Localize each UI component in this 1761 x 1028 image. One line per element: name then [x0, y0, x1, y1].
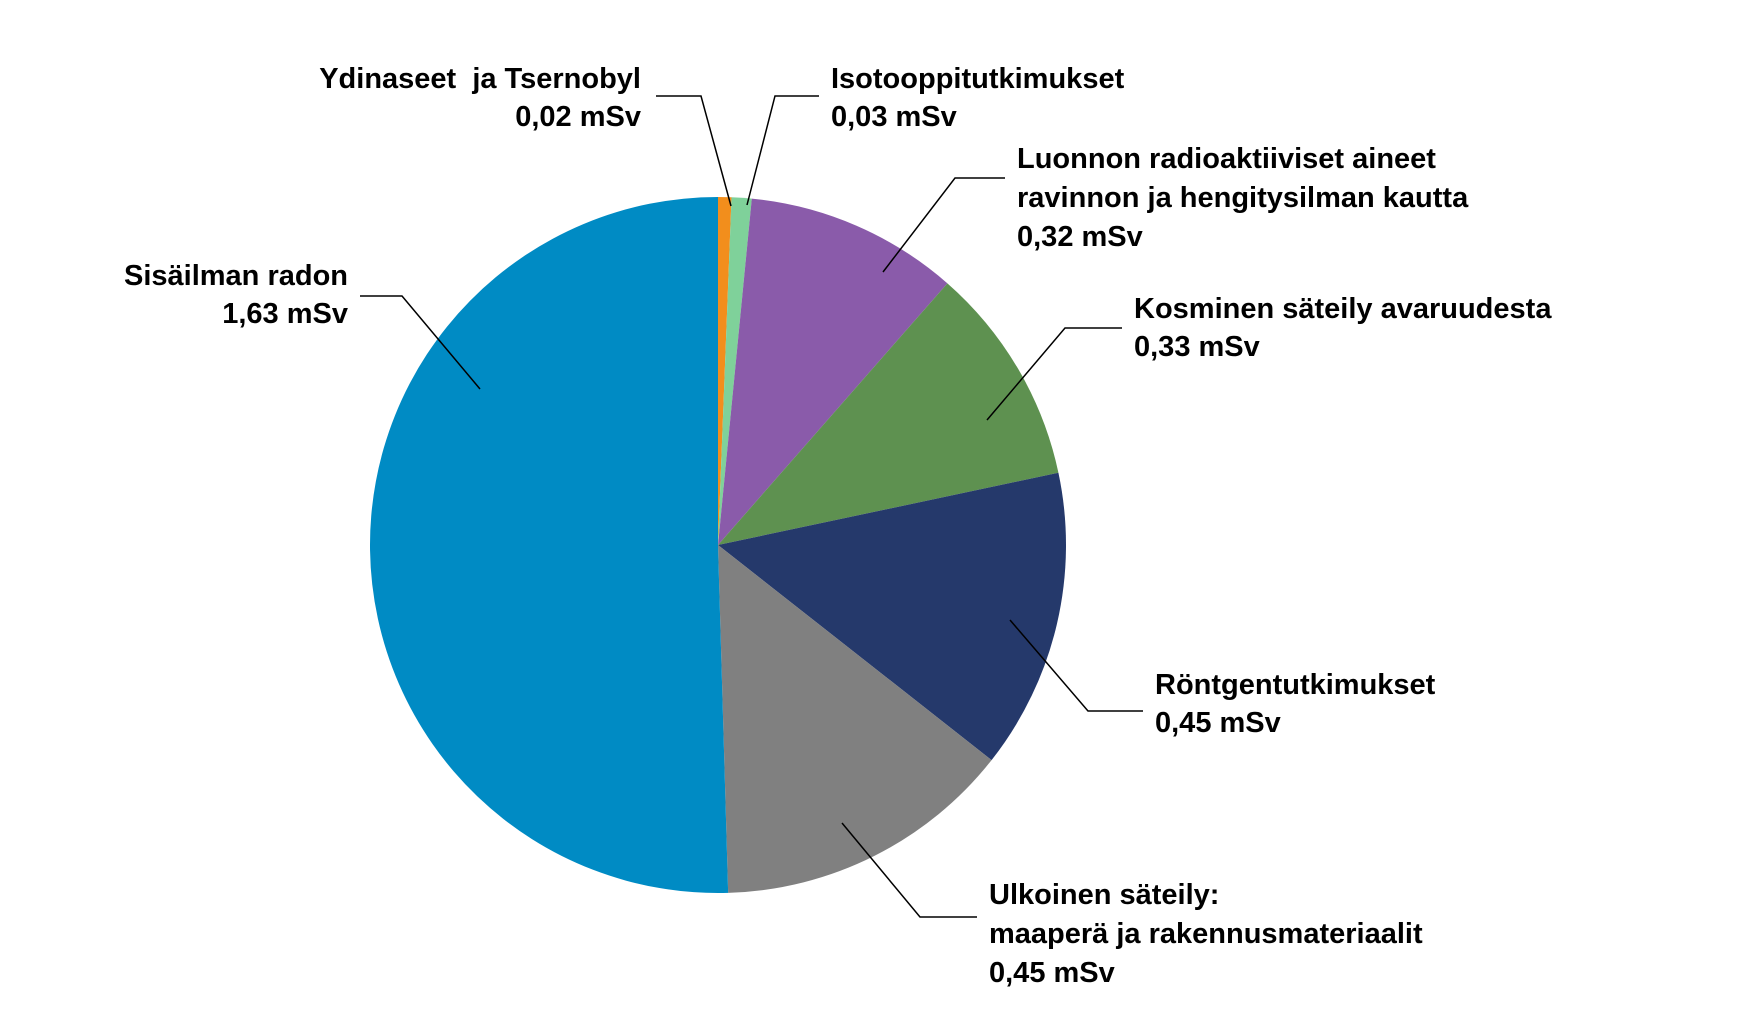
slice-name-line: Ulkoinen säteily: — [989, 879, 1219, 911]
slice-name-line: maaperä ja rakennusmateriaalit — [989, 918, 1423, 950]
slice-name-line: Röntgentutkimukset — [1155, 669, 1436, 701]
pie-slice-6 — [718, 545, 992, 893]
slice-value-label: 0,45 mSv — [1155, 707, 1281, 739]
leader-line-7 — [360, 295, 481, 390]
slice-name-line: Isotooppitutkimukset — [831, 63, 1125, 95]
slice-value-label: 1,63 mSv — [222, 298, 348, 330]
leader-line-6 — [841, 822, 977, 918]
slice-name-line: Sisäilman radon — [124, 260, 348, 292]
leader-line-4 — [986, 327, 1122, 421]
slice-name-line: Kosminen säteily avaruudesta — [1134, 293, 1552, 325]
pie-slice-4 — [718, 283, 1059, 545]
slices-layer — [369, 197, 1066, 893]
slice-label-6: Ulkoinen säteily: maaperä ja rakennusmate… — [989, 879, 1423, 989]
slice-value-label: 0,33 mSv — [1134, 331, 1260, 363]
pie-slice-2 — [718, 197, 752, 545]
slice-label-7: Sisäilman radon 1,63 mSv — [124, 260, 348, 330]
labels-layer: Ydinaseet ja Tsernobyl 0,02 mSv Isotooppit… — [124, 63, 1552, 989]
leader-lines-layer — [360, 95, 1143, 918]
slice-label-2: Isotooppitutkimukset 0,03 mSv — [831, 63, 1125, 133]
slice-name-line: Ydinaseet ja Tsernobyl — [319, 63, 641, 95]
leader-line-5 — [1009, 619, 1143, 712]
pie-slice-1 — [718, 197, 732, 545]
pie-slice-7 — [369, 197, 729, 893]
slice-value-label: 0,03 mSv — [831, 101, 957, 133]
leader-line-2 — [746, 95, 819, 206]
slice-label-3: Luonnon radioaktiiviset aineet ravinnon j… — [1017, 143, 1469, 253]
pie-slice-3 — [718, 198, 948, 545]
slice-name-line: Luonnon radioaktiiviset aineet — [1017, 143, 1436, 175]
slice-value-label: 0,02 mSv — [515, 101, 641, 133]
slice-name-line: ravinnon ja hengitysilman kautta — [1017, 182, 1469, 214]
slice-label-4: Kosminen säteily avaruudesta 0,33 mSv — [1134, 293, 1552, 363]
leader-line-1 — [656, 95, 732, 207]
pie-slice-5 — [718, 472, 1066, 761]
slice-label-5: Röntgentutkimukset 0,45 mSv — [1155, 669, 1436, 739]
leader-line-3 — [882, 177, 1005, 273]
slice-label-1: Ydinaseet ja Tsernobyl 0,02 mSv — [319, 63, 641, 133]
slice-value-label: 0,45 mSv — [989, 957, 1115, 989]
slice-value-label: 0,32 mSv — [1017, 221, 1143, 253]
